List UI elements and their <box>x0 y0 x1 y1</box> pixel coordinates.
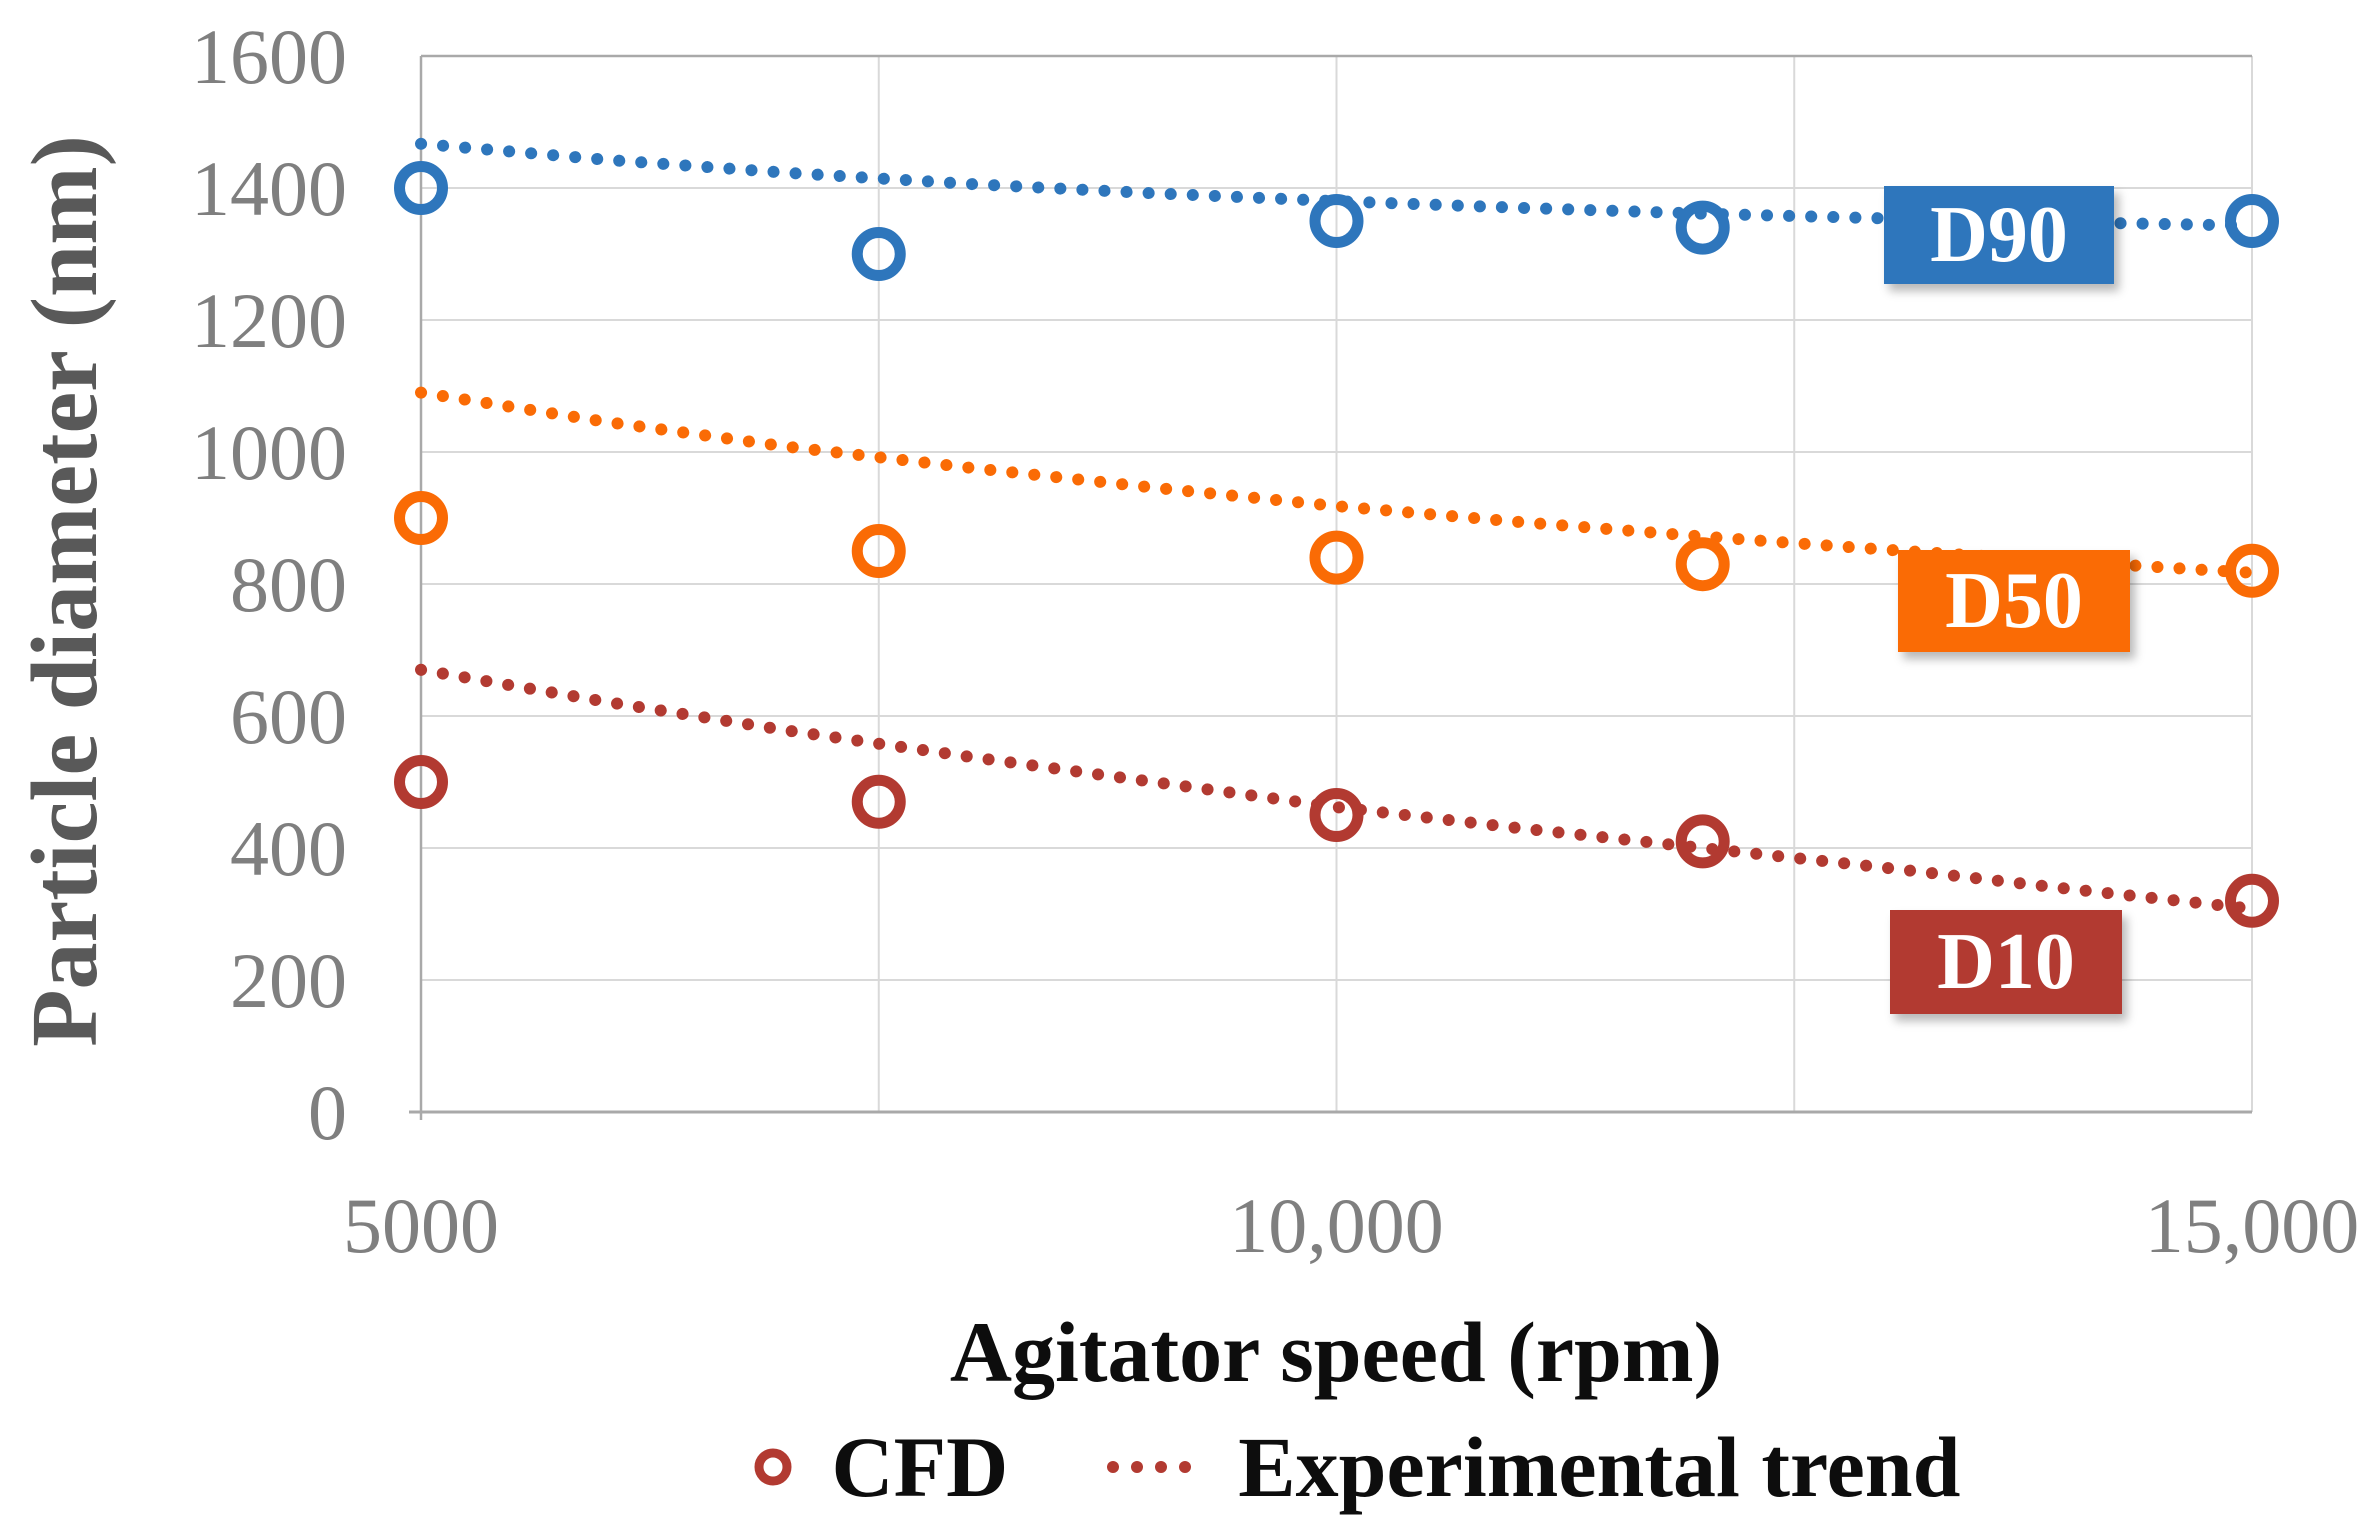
cfd-point-d10 <box>2225 873 2279 928</box>
cfd-point-d90 <box>851 227 906 281</box>
cfd-point-d10 <box>1309 788 1364 842</box>
cfd-point-d50 <box>394 491 448 545</box>
cfd-circle-marker-icon <box>754 1448 792 1486</box>
legend: CFD Experimental trend <box>336 1412 2376 1522</box>
trend-line-d50 <box>415 386 2258 579</box>
series-label-d10: D10 <box>1890 910 2122 1014</box>
cfd-point-d90 <box>394 161 448 215</box>
cfd-point-d50 <box>1675 537 1730 592</box>
cfd-point-d50 <box>2225 543 2279 598</box>
legend-label-cfd: CFD <box>831 1419 1009 1515</box>
y-axis-title: Particle diameter (nm) <box>13 135 117 1047</box>
legend-item-cfd: CFD <box>752 1417 1009 1517</box>
y-tick-label: 0 <box>308 1069 347 1156</box>
y-tick-label: 1000 <box>191 409 347 496</box>
y-tick-label: 1400 <box>191 145 347 232</box>
cfd-point-d90 <box>1309 194 1364 248</box>
legend-item-experimental-trend: Experimental trend <box>1104 1417 1960 1517</box>
y-tick-label: 200 <box>230 937 347 1024</box>
cfd-point-d10 <box>1675 814 1730 869</box>
legend-label-experimental-trend: Experimental trend <box>1238 1419 1961 1515</box>
y-tick-label: 1200 <box>191 277 347 364</box>
y-tick-label: 600 <box>230 673 347 760</box>
x-tick-label: 5000 <box>343 1182 499 1269</box>
cfd-point-d50 <box>1309 530 1364 585</box>
x-axis-title: Agitator speed (rpm) <box>949 1304 1723 1400</box>
cfd-point-d50 <box>851 524 906 578</box>
series-label-d90: D90 <box>1884 186 2114 284</box>
cfd-point-d10 <box>851 774 906 829</box>
cfd-point-d90 <box>2225 194 2279 248</box>
trend-line-d10 <box>415 663 2258 915</box>
y-tick-label: 1600 <box>191 13 347 100</box>
x-tick-label: 15,000 <box>2145 1182 2360 1269</box>
cfd-point-d90 <box>1675 200 1730 255</box>
x-tick-label: 10,000 <box>1229 1182 1444 1269</box>
cfd-point-d10 <box>394 755 448 809</box>
y-tick-label: 800 <box>230 541 347 628</box>
y-tick-label: 400 <box>230 805 347 892</box>
dotted-line-marker-icon <box>1107 1461 1192 1473</box>
series-label-d50: D50 <box>1898 550 2130 652</box>
